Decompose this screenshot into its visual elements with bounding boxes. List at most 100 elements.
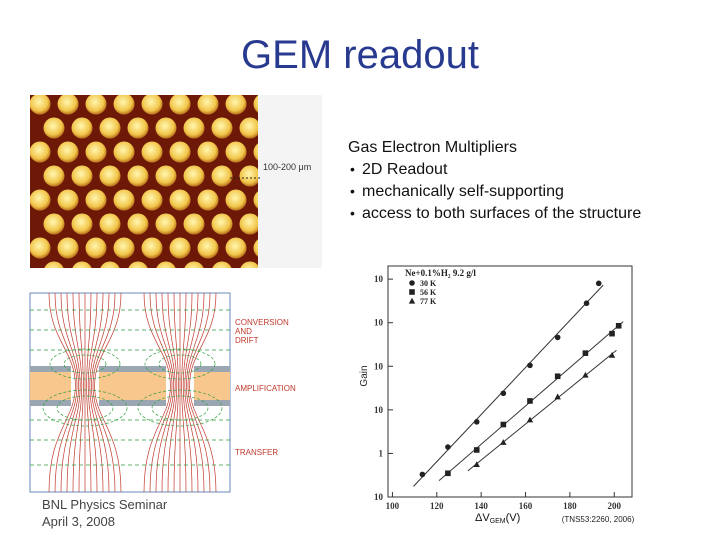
point	[582, 371, 589, 378]
hole	[43, 117, 65, 139]
hole	[253, 239, 258, 257]
point	[527, 362, 533, 369]
point	[527, 398, 533, 404]
field-line	[189, 293, 217, 492]
hole	[184, 261, 204, 268]
photo-strip	[258, 95, 322, 268]
field-line	[94, 293, 122, 492]
field-line	[72, 293, 83, 492]
bullet-text: mechanically self-supporting	[362, 183, 564, 200]
hole	[85, 189, 107, 211]
hole	[169, 95, 191, 115]
field-line	[54, 293, 78, 492]
x-axis-label: ΔVGEM(V)	[475, 512, 520, 525]
point	[554, 393, 561, 400]
field-line	[48, 293, 76, 492]
text-heading: Gas Electron Multipliers	[348, 139, 517, 156]
gem-photo: 100-200 μm	[30, 95, 322, 268]
hole	[211, 165, 233, 187]
reference: (TNS53:2260, 2006)	[562, 515, 635, 524]
hole	[225, 141, 247, 163]
hole	[57, 141, 79, 163]
hole	[169, 189, 191, 211]
field-line	[91, 293, 110, 492]
hole	[43, 165, 65, 187]
x-tick-label: 140	[474, 501, 488, 511]
hole	[183, 165, 205, 187]
hole	[30, 95, 51, 115]
hole	[253, 143, 258, 161]
y-tick-label: 10	[374, 274, 384, 284]
hole	[155, 165, 177, 187]
hole	[113, 189, 135, 211]
bullet-symbol: •	[350, 183, 355, 199]
hole	[183, 117, 205, 139]
hole	[141, 189, 163, 211]
slide-title: GEM readout	[241, 33, 479, 77]
field-line	[161, 293, 176, 492]
hole	[225, 237, 247, 259]
equipotential	[56, 395, 114, 421]
y-tick-label: 10	[374, 318, 384, 328]
equipotential	[49, 348, 121, 380]
point	[595, 280, 602, 287]
field-lines	[30, 293, 230, 492]
y-tick-label: 10	[374, 492, 384, 502]
scale-label: 100-200 μm	[263, 162, 311, 172]
legend-label: 30 K	[420, 279, 437, 288]
field-line	[187, 293, 211, 492]
field-label: AMPLIFICATION	[235, 384, 296, 393]
hole	[71, 117, 93, 139]
hole	[128, 261, 148, 268]
point	[554, 373, 561, 380]
hole	[253, 191, 258, 209]
kapton-layer	[30, 372, 230, 400]
hole	[113, 141, 135, 163]
field-label: AND	[235, 327, 252, 336]
fit-line	[413, 284, 604, 487]
field-line	[182, 293, 193, 492]
footer: BNL Physics Seminar April 3, 2008	[42, 497, 168, 529]
hole	[113, 95, 135, 115]
point	[608, 351, 616, 358]
hole	[99, 213, 121, 235]
point	[473, 461, 480, 467]
hole	[113, 237, 135, 259]
electrode	[30, 366, 230, 372]
legend-label: 56 K	[420, 288, 437, 297]
hole	[141, 237, 163, 259]
field-line	[78, 293, 84, 492]
hole	[169, 141, 191, 163]
hole	[71, 213, 93, 235]
hole	[57, 237, 79, 259]
hole-pattern	[30, 95, 258, 268]
hole	[43, 213, 65, 235]
hole	[71, 165, 93, 187]
field-line	[92, 293, 116, 492]
y-tick-label: 10	[374, 361, 384, 371]
point	[445, 444, 451, 450]
legend-title: Ne+0.1%H₂ 9.2 g/l	[405, 268, 476, 278]
y-tick-label: 10	[374, 405, 384, 415]
field-line	[173, 293, 179, 492]
electrode	[30, 400, 230, 406]
hole	[100, 261, 120, 268]
hole	[85, 141, 107, 163]
hole	[197, 95, 219, 115]
hole	[183, 213, 205, 235]
field-diagram: CONVERSION AND DRIFT AMPLIFICATION TRANS…	[29, 292, 296, 493]
field-label: CONVERSION	[235, 318, 289, 327]
point	[500, 439, 507, 445]
bullet-symbol: •	[350, 205, 355, 221]
point	[473, 447, 480, 453]
hole	[239, 117, 258, 139]
point	[409, 289, 415, 295]
x-axis-label-part: ΔV	[475, 512, 490, 524]
hole	[169, 237, 191, 259]
hole	[253, 95, 258, 113]
hole	[72, 261, 92, 268]
hole	[155, 213, 177, 235]
hole	[127, 117, 149, 139]
gain-plot: 100 120 140 160 180 200 10 1 10 10 10 10 30 K56 K77 …	[359, 265, 635, 525]
